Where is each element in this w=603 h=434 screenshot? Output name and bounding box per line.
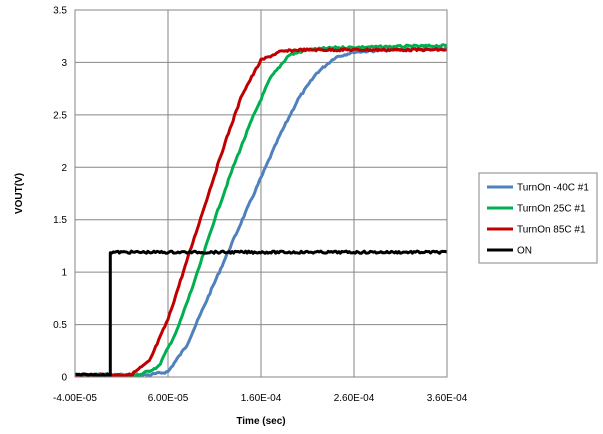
y-axis-ticks: 0 0.5 1 1.5 2 2.5 3 3.5 [53, 6, 67, 384]
legend-entry: TurnOn 25C #1 [517, 204, 586, 215]
legend-entry: TurnOn 85C #1 [517, 225, 586, 236]
series-line-2 [74, 47, 448, 378]
y-axis-title: VOUT(V) [14, 173, 25, 214]
series-line-3 [75, 249, 448, 378]
y-tick-label: 1.5 [53, 215, 67, 226]
x-tick-label: 2.60E-04 [334, 393, 375, 404]
x-tick-label: 1.60E-04 [241, 393, 282, 404]
legend: TurnOn -40C #1 TurnOn 25C #1 TurnOn 85C #1… [478, 172, 598, 264]
legend-entry: ON [517, 246, 532, 257]
y-tick-label: 0 [61, 373, 67, 384]
legend-entry: TurnOn -40C #1 [517, 183, 589, 194]
y-tick-label: 2.5 [53, 110, 67, 121]
x-axis-ticks: -4.00E-05 6.00E-05 1.60E-04 2.60E-04 3.60E-0… [53, 393, 468, 404]
y-tick-label: 0.5 [53, 320, 67, 331]
x-tick-label: 3.60E-04 [427, 393, 468, 404]
y-tick-label: 3.5 [53, 6, 67, 17]
y-tick-label: 2 [61, 163, 67, 174]
x-tick-label: 6.00E-05 [148, 393, 189, 404]
x-tick-label: -4.00E-05 [53, 393, 97, 404]
series-layer [74, 43, 448, 378]
y-tick-label: 3 [61, 58, 67, 69]
series-line-1 [74, 43, 448, 378]
x-axis-title: Time (sec) [236, 416, 285, 427]
plot-border [74, 9, 448, 378]
y-tick-label: 1 [61, 268, 67, 279]
plot-area [74, 9, 448, 378]
